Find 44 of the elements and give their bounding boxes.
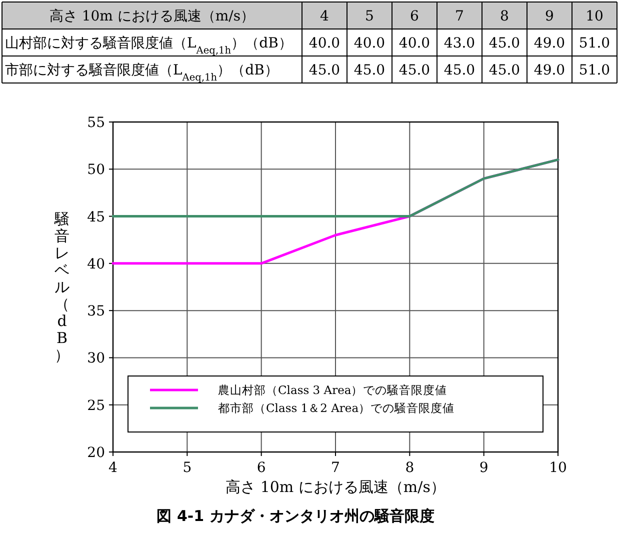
x-tick-label: 6 xyxy=(410,8,420,24)
x-tick-label: 9 xyxy=(545,8,554,24)
data-label: 45.0 xyxy=(308,62,340,78)
y-tick-label: 40 xyxy=(87,256,105,272)
data-label: 45.0 xyxy=(488,36,520,52)
y-tick-label: 50 xyxy=(87,162,105,178)
x-tick-label: 10 xyxy=(549,460,567,476)
x-tick-label: 7 xyxy=(331,460,340,476)
y-tick-label: 20 xyxy=(87,445,105,461)
y-tick-label: 55 xyxy=(87,115,105,131)
data-label: 40.0 xyxy=(308,36,340,52)
x-tick-label: 10 xyxy=(586,8,604,24)
data-label: 49.0 xyxy=(534,62,566,78)
data-label: 43.0 xyxy=(444,36,476,52)
data-label: 45.0 xyxy=(354,62,386,78)
x-tick-label: 4 xyxy=(108,460,118,476)
data-label: 45.0 xyxy=(398,62,430,78)
x-tick-label: 7 xyxy=(455,8,464,24)
x-tick-label: 9 xyxy=(479,460,488,476)
y-tick-label: 45 xyxy=(87,209,105,226)
y-tick-label: 35 xyxy=(87,304,105,320)
data-label: 51.0 xyxy=(578,62,610,78)
x-tick-label: 4 xyxy=(320,8,330,24)
x-tick-label: 8 xyxy=(500,8,509,24)
data-label: 51.0 xyxy=(578,36,610,52)
y-tick-label: 25 xyxy=(87,398,105,414)
data-label: 40.0 xyxy=(354,36,386,52)
x-axis-title: 高さ 10m における風速（m/s） xyxy=(226,478,446,496)
x-tick-label: 5 xyxy=(365,8,374,24)
data-label: 45.0 xyxy=(444,62,476,78)
x-axis-title: 高さ 10m における風速（m/s） xyxy=(49,8,255,24)
legend-label: 農山村部（Class 3 Area）での騒音限度値 xyxy=(218,383,448,397)
data-label: 40.0 xyxy=(398,36,430,52)
x-tick-label: 6 xyxy=(256,460,266,476)
y-tick-label: 30 xyxy=(87,350,105,367)
y-tick-label: 市部に対する騒音限度値（L$_{Aeq,1h}$）（dB） xyxy=(5,62,278,83)
data-label: 49.0 xyxy=(534,36,566,52)
x-tick-label: 5 xyxy=(182,460,192,476)
legend-label: 都市部（Class 1＆2 Area）での騒音限度値 xyxy=(218,401,455,415)
x-tick-label: 8 xyxy=(405,460,414,476)
text: 図 4-1 カナダ・オンタリオ州の騒音限度 xyxy=(156,507,434,525)
y-tick-label: 山村部に対する騒音限度値（L$_{Aeq,1h}$）（dB） xyxy=(5,36,292,56)
data-label: 45.0 xyxy=(488,62,520,78)
text: 騒音レベル（dB） xyxy=(54,210,70,364)
